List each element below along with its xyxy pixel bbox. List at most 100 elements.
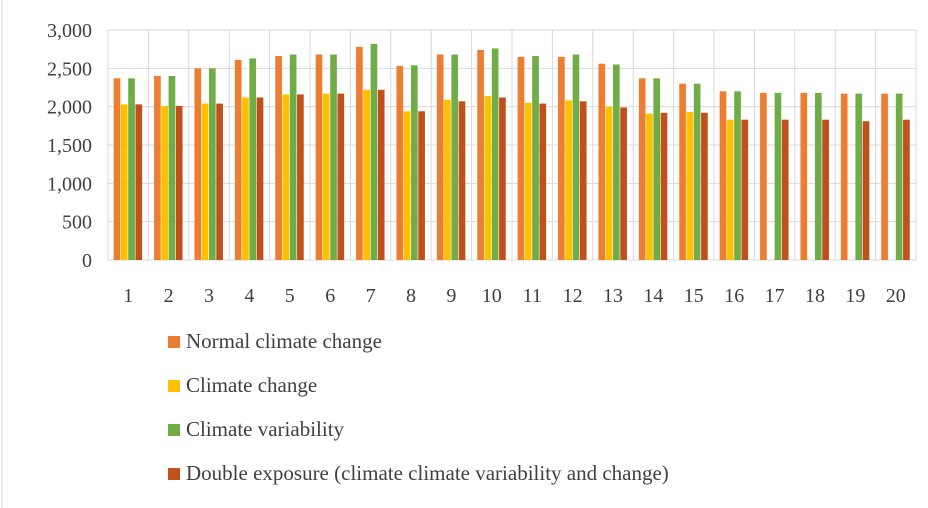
bar (330, 54, 337, 261)
bar (458, 101, 466, 260)
bar (774, 92, 782, 260)
bar (322, 93, 330, 260)
y-tick-label: 0 (82, 250, 92, 272)
y-tick-label: 3,000 (47, 20, 92, 42)
bar (840, 93, 848, 260)
bar (337, 93, 345, 260)
bar (579, 101, 587, 260)
legend-swatch (168, 336, 180, 348)
bar (451, 54, 459, 261)
bar (168, 76, 176, 260)
bar (539, 103, 547, 260)
bar (646, 113, 653, 260)
bar (693, 83, 701, 261)
legend-label: Climate variability (186, 417, 345, 441)
legend-swatch (168, 424, 180, 436)
bar (418, 111, 425, 261)
bar (315, 54, 323, 261)
x-tick-label: 13 (603, 285, 623, 307)
legend-label: Climate change (186, 373, 317, 397)
bar (558, 56, 565, 261)
bar (524, 102, 532, 260)
bar (653, 78, 661, 260)
bar (216, 103, 223, 260)
bar (249, 58, 257, 260)
bar (356, 46, 363, 260)
bar (201, 103, 209, 260)
bar (491, 48, 499, 261)
x-tick-label: 9 (446, 285, 456, 307)
bar (741, 119, 749, 260)
x-tick-label: 2 (164, 285, 174, 307)
x-tick-label: 5 (285, 285, 295, 307)
bar (532, 56, 539, 260)
bar (855, 93, 863, 260)
bar (895, 93, 903, 260)
bar (370, 43, 378, 260)
bar (800, 92, 808, 260)
bar (444, 99, 451, 261)
bar (726, 119, 734, 260)
y-tick-label: 1,500 (47, 135, 92, 157)
bar (679, 83, 686, 261)
bar (242, 97, 249, 260)
bar (289, 54, 297, 261)
x-tick-label: 19 (845, 285, 865, 307)
x-tick-label: 15 (684, 285, 704, 307)
bar (499, 97, 506, 260)
x-tick-label: 12 (563, 285, 583, 307)
bar (403, 111, 411, 261)
bar (517, 56, 525, 261)
bar (275, 56, 282, 260)
bar (881, 93, 888, 260)
bar (135, 104, 143, 260)
bar (297, 94, 304, 261)
bar (822, 119, 829, 260)
bar (477, 49, 484, 260)
x-tick-label: 11 (523, 285, 542, 307)
bar (256, 97, 264, 260)
bar (638, 78, 646, 260)
bar (113, 78, 121, 260)
x-tick-label: 3 (204, 285, 214, 307)
y-tick-label: 1,000 (47, 173, 92, 195)
bar (734, 91, 741, 260)
x-tick-label: 6 (325, 285, 335, 307)
bar (613, 64, 620, 260)
bar (363, 89, 370, 260)
bar (396, 66, 404, 261)
legend-swatch (168, 380, 180, 392)
bar (719, 91, 727, 260)
x-tick-label: 20 (886, 285, 906, 307)
x-tick-label: 10 (482, 285, 502, 307)
bar (161, 105, 168, 261)
bar (128, 78, 135, 260)
bar (815, 92, 822, 260)
x-tick-label: 4 (244, 285, 254, 307)
bar (903, 119, 910, 260)
bar (175, 105, 183, 261)
y-tick-label: 2,500 (47, 58, 92, 80)
bar (660, 112, 668, 260)
bar (598, 63, 606, 260)
x-tick-label: 18 (805, 285, 825, 307)
bar (605, 106, 613, 261)
x-tick-label: 1 (123, 285, 133, 307)
legend-label: Double exposure (climate climate variabi… (186, 461, 669, 485)
x-tick-label: 14 (643, 285, 663, 307)
bar (862, 121, 870, 260)
bar (565, 100, 572, 261)
bar (686, 112, 694, 261)
bar (436, 54, 444, 261)
bar (154, 76, 161, 260)
x-tick-label: 8 (406, 285, 416, 307)
bar (411, 65, 418, 261)
bar (701, 112, 708, 260)
bar (781, 119, 789, 260)
bar (572, 54, 580, 261)
bar (484, 95, 492, 260)
bar (282, 94, 290, 261)
bar (194, 68, 202, 260)
